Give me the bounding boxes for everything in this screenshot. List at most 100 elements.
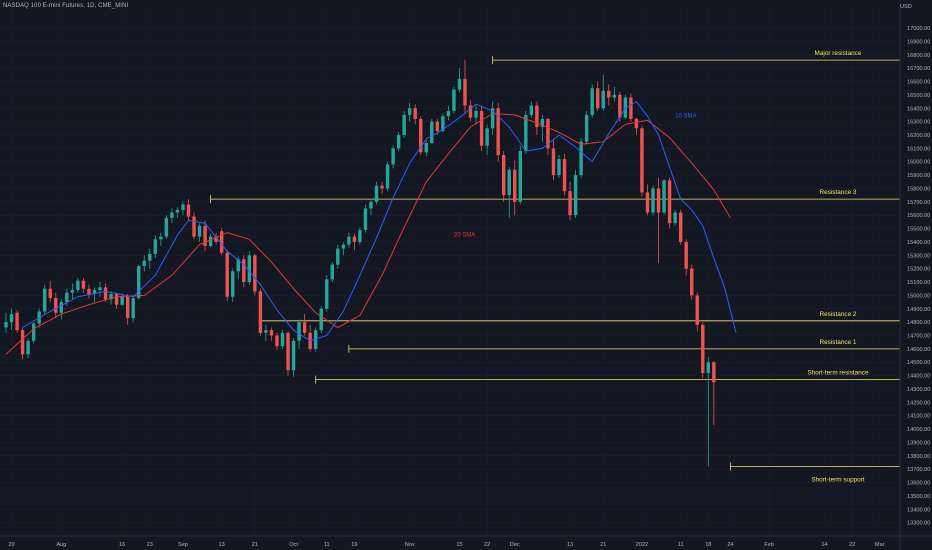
candle-body [618,94,622,118]
candle-body [391,148,395,165]
candle [407,102,412,122]
candle-body [336,248,340,265]
candle-body [352,236,357,242]
y-tick-label: 15400.00 [907,240,930,246]
candle [479,106,484,152]
candle [612,86,616,102]
candle-body [651,188,655,213]
x-tick-label: 13 [219,542,225,548]
y-tick-label: 13300.00 [907,521,930,527]
sma10-label: 10 SMA [675,114,696,120]
candle-body [142,260,146,266]
y-tick-label: 16000.00 [907,160,930,166]
candle-body [601,90,605,109]
candle-body [4,322,8,328]
candle-body [452,89,456,111]
y-tick-label: 14000.00 [907,427,930,433]
candle [374,181,379,205]
candle [258,288,263,336]
candle-body [103,287,108,300]
candle [369,199,373,216]
candle-body [275,335,279,347]
candle-body [341,244,346,249]
candle-body [369,201,373,209]
candle-body [612,94,616,98]
candle-body [87,288,91,295]
level-label: Major resistance [815,50,862,57]
x-tick-label: Sep [178,542,188,548]
x-tick-label: Oct [289,542,298,548]
candle-body [590,88,594,115]
candle [87,284,91,299]
candle [242,255,246,288]
y-tick-label: 16600.00 [907,80,930,86]
candle-body [286,332,290,371]
candle [114,292,119,309]
time-axis[interactable]: 20 Aug 16 23 Sep 13 21 Oct 11 19 Nov 15 22 Dec 13 21 202… [0,535,932,548]
y-tick-label: 13900.00 [907,440,930,446]
candle-body [225,252,229,297]
candle-body [109,294,113,300]
candle-body [208,236,213,246]
candle [419,116,423,156]
candle-body [518,151,522,202]
candle [26,338,30,359]
candle-body [31,323,36,341]
candle [673,209,677,226]
y-tick-label: 13400.00 [907,507,930,513]
x-tick-label: 21 [252,542,258,548]
candle [15,310,19,333]
y-tick-label: 14300.00 [907,387,930,393]
candle-body [186,204,191,217]
level-label: Short-term resistance [807,370,869,377]
candle [65,288,69,307]
candle [103,283,108,303]
candle [640,125,644,197]
candle-body [424,143,428,153]
candle-body [192,216,196,237]
candle [325,275,329,312]
candle [446,105,451,121]
candle-body [258,291,263,333]
candle-body [280,332,285,347]
y-tick-label: 14200.00 [907,400,930,406]
y-tick-label: 16100.00 [907,146,930,152]
candle [424,140,428,157]
candle-body [385,164,390,189]
candle-body [48,288,52,299]
candle-body [712,362,716,383]
candle [208,233,213,248]
candle-body [640,128,644,193]
y-tick-label: 13800.00 [907,454,930,460]
y-tick-label: 15500.00 [907,227,930,233]
x-tick-label: 20 [8,542,14,548]
candle [463,60,467,114]
candle-body [358,229,362,242]
candle [330,261,334,283]
y-tick-label: 14900.00 [907,307,930,313]
candle-body [690,268,694,296]
candle [291,338,296,377]
candle-body [546,118,550,149]
x-tick-label: Nov [405,542,415,548]
candle [485,124,489,156]
x-tick-label: 16 [119,542,125,548]
candle-body [9,314,14,323]
candle [54,292,58,319]
candle-body [297,322,301,341]
level-label: Resistance 2 [820,311,857,318]
level-label: Resistance 1 [820,339,857,346]
candle [701,322,705,379]
price-axis[interactable]: 13300.00 13400.00 13500.00 13600.00 13700.00… [899,0,930,550]
x-tick-label: 22 [849,542,855,548]
y-tick-label: 14400.00 [907,374,930,380]
candle-body [402,114,406,135]
candle-body [374,185,379,202]
candle [584,110,589,145]
y-tick-label: 17000.00 [907,26,930,32]
y-tick-label: 16300.00 [907,120,930,126]
candle [684,239,688,276]
candle-body [446,110,451,117]
candle [9,308,14,331]
